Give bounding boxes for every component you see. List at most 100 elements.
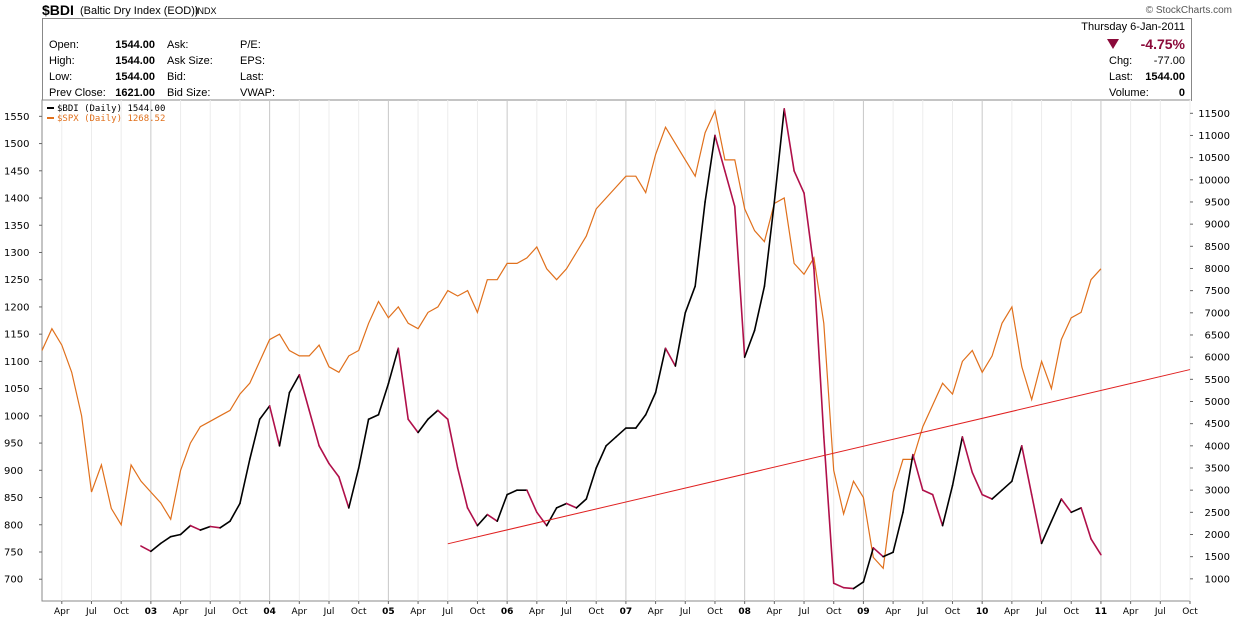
left-tick-label: 1500: [4, 139, 29, 150]
bdi-line-segment: [387, 347, 400, 385]
bdi-line-segment: [189, 524, 202, 531]
legend-entry: $SPX (Daily) 1268.52: [57, 114, 165, 124]
bdi-line-segment: [605, 436, 617, 447]
bdi-line-segment: [852, 581, 865, 590]
bdi-line-segment: [724, 170, 736, 208]
bdi-line-segment: [971, 471, 983, 496]
x-tick-label: Jul: [916, 607, 928, 617]
high-value: 1544.00: [115, 55, 155, 67]
x-tick-label: 08: [738, 607, 751, 617]
right-tick-label: 9500: [1205, 197, 1230, 208]
bdi-line-segment: [140, 545, 152, 553]
bdi-line-segment: [328, 462, 340, 478]
down-arrow-icon: [1107, 39, 1119, 49]
prev-close-label: Prev Close:: [49, 87, 106, 99]
change-percent: -4.75%: [1140, 36, 1185, 52]
watermark: © StockCharts.com: [1145, 5, 1232, 16]
bdi-line-segment: [912, 453, 924, 491]
right-tick-label: 3000: [1205, 486, 1230, 497]
symbol: $BDI: [42, 2, 74, 18]
bdi-line-segment: [1050, 498, 1063, 522]
bdi-line-segment: [733, 205, 746, 358]
right-tick-label: 7000: [1205, 308, 1230, 319]
right-tick-label: 3500: [1205, 463, 1230, 474]
ask-label: Ask:: [167, 39, 189, 51]
right-tick-label: 8500: [1205, 242, 1230, 253]
bdi-line-segment: [229, 502, 241, 522]
bdi-line-segment: [931, 493, 944, 527]
bdi-line-segment: [595, 445, 607, 469]
right-tick-label: 5000: [1205, 397, 1230, 408]
bdi-line-segment: [150, 542, 162, 553]
x-tick-label: Apr: [54, 607, 70, 617]
x-tick-label: Oct: [470, 607, 486, 617]
plot-area: [41, 99, 1191, 602]
x-tick-label: 03: [145, 607, 158, 617]
last-value: 1544.00: [1145, 71, 1185, 83]
bdi-line-segment: [407, 418, 419, 434]
bdi-line-segment: [318, 445, 330, 465]
x-tick-label: Jul: [441, 607, 453, 617]
x-tick-label: Oct: [1063, 607, 1079, 617]
x-tick-label: Oct: [588, 607, 604, 617]
left-tick-label: 1350: [4, 221, 29, 232]
bdi-line-segment: [813, 267, 825, 438]
bdi-line-segment: [496, 493, 508, 522]
bdi-line-segment: [823, 436, 835, 585]
trend-line: [447, 369, 1191, 545]
left-tick-label: 1300: [4, 248, 29, 259]
bdi-line-segment: [1011, 445, 1023, 483]
left-tick-label: 1200: [4, 302, 29, 313]
bdi-line-segment: [694, 201, 706, 288]
x-tick-label: 11: [1095, 607, 1108, 617]
left-tick-label: 1100: [4, 357, 29, 368]
x-tick-label: 06: [501, 607, 514, 617]
volume-value: 0: [1178, 87, 1185, 99]
bdi-line-segment: [684, 285, 696, 314]
x-tick-label: Jul: [1154, 607, 1166, 617]
bdi-line-segment: [991, 489, 1003, 500]
x-tick-label: Jul: [204, 607, 216, 617]
x-tick-label: Jul: [679, 607, 691, 617]
bdi-line-segment: [1030, 493, 1043, 545]
bdi-line-segment: [1040, 520, 1053, 545]
open-label: Open:: [49, 39, 79, 51]
x-tick-label: 04: [263, 607, 276, 617]
left-tick-label: 750: [4, 547, 23, 558]
last-label: Last:: [1109, 71, 1133, 83]
bdi-line-segment: [1080, 507, 1092, 540]
bdi-line-segment: [446, 418, 459, 469]
bdi-line-segment: [674, 312, 687, 367]
bdi-line-segment: [258, 405, 271, 421]
right-tick-label: 7500: [1205, 286, 1230, 297]
bdi-line-segment: [249, 418, 261, 460]
bdi-line-segment: [357, 418, 370, 469]
eps-label: EPS:: [240, 55, 266, 67]
right-tick-label: 10000: [1198, 175, 1230, 186]
bdi-line-segment: [456, 467, 469, 509]
bdi-line-segment: [634, 413, 647, 429]
left-tick-label: 1400: [4, 194, 29, 205]
left-tick-label: 800: [4, 520, 23, 531]
bdi-line-segment: [902, 453, 914, 514]
bdi-line-segment: [704, 134, 716, 203]
bdi-line-segment: [615, 427, 627, 438]
bid-label: Bid:: [167, 71, 186, 83]
legend-entry: $BDI (Daily) 1544.00: [57, 104, 165, 114]
right-tick-label: 2500: [1205, 508, 1230, 519]
bdi-line-segment: [951, 436, 964, 487]
bdi-line-segment: [199, 525, 212, 531]
bdi-line-segment: [219, 520, 231, 529]
right-tick-label: 6000: [1205, 353, 1230, 364]
bdi-line-segment: [278, 391, 291, 447]
stats-panel: Open: 1544.00 High: 1544.00 Low: 1544.00…: [42, 18, 1192, 101]
right-tick-label: 10500: [1198, 153, 1230, 164]
bdi-line-segment: [338, 476, 350, 509]
bdi-line-segment: [298, 374, 311, 412]
right-tick-label: 5500: [1205, 375, 1230, 386]
low-label: Low:: [49, 71, 73, 83]
bdi-line-segment: [288, 374, 301, 394]
x-tick-label: Oct: [351, 607, 367, 617]
bdi-line-segment: [763, 201, 776, 288]
